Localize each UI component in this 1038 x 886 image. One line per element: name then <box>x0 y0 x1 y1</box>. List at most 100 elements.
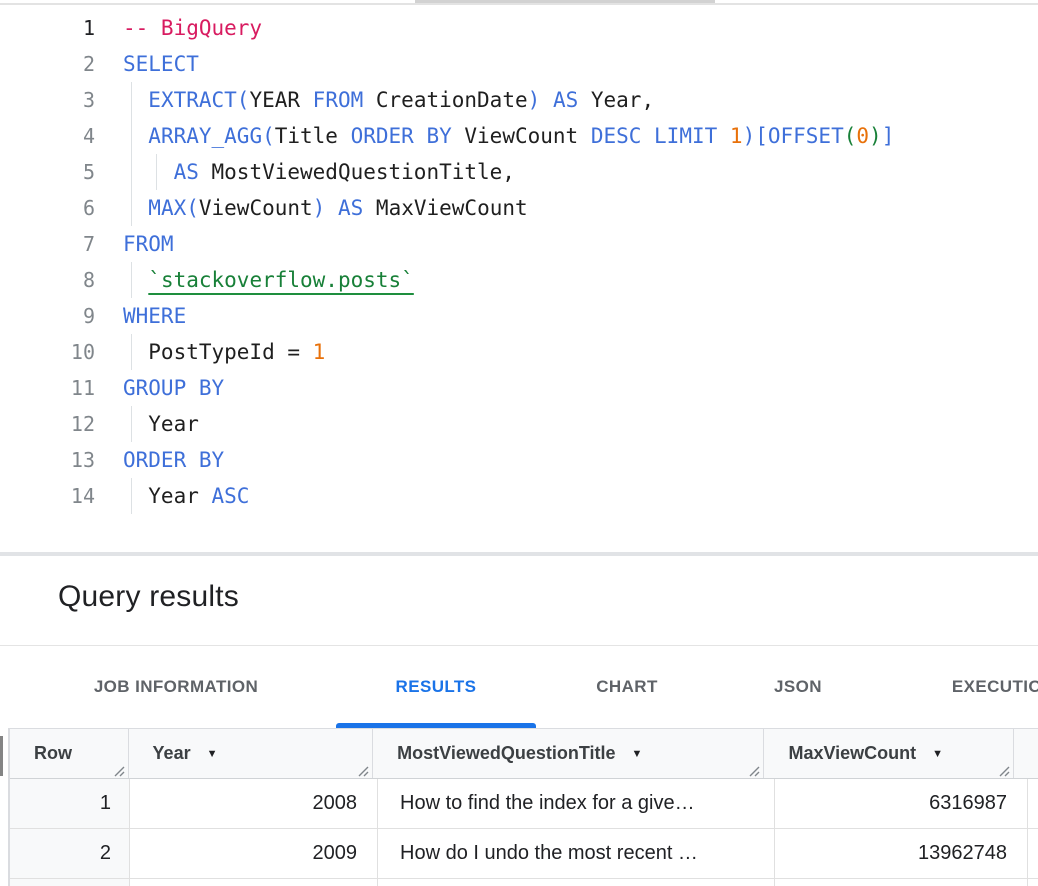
results-table: Row Year ▼ MostViewedQuestionTitle ▼ MaxViewC… <box>10 728 1038 886</box>
code-text: Year ASC <box>95 478 249 514</box>
code-token: ) <box>527 88 541 112</box>
query-results-title: Query results <box>58 580 239 613</box>
indent-guide <box>131 334 132 370</box>
tab-label: JSON <box>774 677 822 696</box>
code-token: PostTypeId = <box>123 340 313 364</box>
code-token: -- BigQuery <box>123 16 263 40</box>
code-line[interactable]: 1 -- BigQuery <box>10 10 1038 46</box>
line-number: 5 <box>82 160 95 184</box>
column-header-year[interactable]: Year ▼ <box>129 729 374 778</box>
code-token <box>325 196 338 220</box>
line-number: 7 <box>82 232 95 256</box>
code-line[interactable]: 8 `stackoverflow.posts` <box>10 262 1038 298</box>
results-table-body: 1 2008 How to find the index for a give… 63… <box>10 779 1038 886</box>
indent-guide <box>156 154 157 190</box>
column-header-row[interactable]: Row <box>10 729 129 778</box>
tab-results[interactable]: RESULTS <box>336 646 536 728</box>
cell-title[interactable]: How to find the index for a give… <box>378 779 775 828</box>
code-text: MAX(ViewCount) AS MaxViewCount <box>95 190 528 226</box>
indent-guide <box>131 118 132 154</box>
code-line[interactable]: 7 FROM <box>10 226 1038 262</box>
code-token: 1 <box>312 340 326 364</box>
results-tab-bar: JOB INFORMATION RESULTS CHART JSON EXECUTION… <box>0 646 1038 728</box>
column-header-maxviewcount[interactable]: MaxViewCount ▼ <box>764 729 1014 778</box>
code-text: Year <box>95 406 199 442</box>
vertical-scrollbar-thumb[interactable] <box>0 736 3 776</box>
code-token: AS <box>173 160 199 184</box>
code-token: MostViewedQuestionTitle, <box>198 160 515 184</box>
code-line[interactable]: 9 WHERE <box>10 298 1038 334</box>
code-line[interactable]: 10 PostTypeId = 1 <box>10 334 1038 370</box>
code-token: MAX( <box>148 196 199 220</box>
code-token: Year <box>123 412 199 436</box>
line-number: 9 <box>82 304 95 328</box>
active-tab-indicator <box>336 723 536 728</box>
code-token: DESC LIMIT <box>590 124 718 148</box>
code-token: ( <box>843 124 857 148</box>
sort-dropdown-arrow-icon[interactable]: ▼ <box>631 747 643 760</box>
code-line[interactable]: 4 ARRAY_AGG(Title ORDER BY ViewCount DES… <box>10 118 1038 154</box>
indent-guide <box>131 190 132 226</box>
line-number: 2 <box>82 52 95 76</box>
code-token: Year, <box>578 88 655 112</box>
code-line[interactable]: 6 MAX(ViewCount) AS MaxViewCount <box>10 190 1038 226</box>
cell-max_view_count[interactable]: 6316987 <box>775 779 1028 828</box>
cell-clipped <box>1028 779 1038 828</box>
top-edge-element-fragment <box>415 0 715 3</box>
query-results-header: Query results <box>0 556 1038 645</box>
code-token: GROUP BY <box>123 376 225 400</box>
line-number: 4 <box>82 124 95 148</box>
table-row-partial <box>10 879 1038 886</box>
column-resize-grip-icon[interactable] <box>996 761 1010 777</box>
column-resize-grip-icon[interactable] <box>746 761 760 777</box>
column-header-mostviewedquestiontitle[interactable]: MostViewedQuestionTitle ▼ <box>373 729 765 778</box>
code-token: WHERE <box>123 304 187 328</box>
code-token <box>123 196 148 220</box>
code-line[interactable]: 12 Year <box>10 406 1038 442</box>
code-token: 0 <box>856 124 870 148</box>
sort-dropdown-arrow-icon[interactable]: ▼ <box>206 747 218 760</box>
indent-guide <box>131 406 132 442</box>
code-line[interactable]: 3 EXTRACT(YEAR FROM CreationDate) AS Yea… <box>10 82 1038 118</box>
cell-title[interactable]: How do I undo the most recent … <box>378 829 775 878</box>
cell-empty <box>775 879 1028 886</box>
tab-execution-details[interactable]: EXECUTION DETAILS <box>878 646 1038 728</box>
code-line[interactable]: 11 GROUP BY <box>10 370 1038 406</box>
code-line[interactable]: 5 AS MostViewedQuestionTitle, <box>10 154 1038 190</box>
cell-max_view_count[interactable]: 13962748 <box>775 829 1028 878</box>
tab-label: RESULTS <box>395 677 477 696</box>
tab-job-information[interactable]: JOB INFORMATION <box>16 646 336 728</box>
sql-code-editor[interactable]: 1 -- BigQuery 2 SELECT 3 EXTRACT(YEAR FROM C… <box>0 5 1038 552</box>
code-token: OFFSET <box>767 124 844 148</box>
code-token: YEAR <box>249 88 313 112</box>
column-resize-grip-icon[interactable] <box>355 761 369 777</box>
indent-guide <box>131 478 132 514</box>
table-row: 1 2008 How to find the index for a give… 63… <box>10 779 1038 829</box>
cell-year[interactable]: 2009 <box>130 829 378 878</box>
code-token: ASC <box>211 484 250 508</box>
cell-year[interactable]: 2008 <box>130 779 378 828</box>
line-number: 1 <box>82 16 95 40</box>
code-token: ] <box>881 124 895 148</box>
cell-row[interactable]: 2 <box>10 829 130 878</box>
code-line[interactable]: 2 SELECT <box>10 46 1038 82</box>
line-number: 10 <box>70 340 95 364</box>
tab-json[interactable]: JSON <box>718 646 878 728</box>
tab-chart[interactable]: CHART <box>536 646 718 728</box>
results-table-header-row: Row Year ▼ MostViewedQuestionTitle ▼ MaxViewC… <box>10 729 1038 779</box>
panel-divider[interactable] <box>0 552 1038 556</box>
code-line[interactable]: 14 Year ASC <box>10 478 1038 514</box>
code-token: ORDER BY <box>350 124 452 148</box>
code-token <box>123 268 148 292</box>
code-token: ARRAY_AGG( <box>148 124 275 148</box>
code-line[interactable]: 13 ORDER BY <box>10 442 1038 478</box>
tab-label: CHART <box>596 677 658 696</box>
tab-label: JOB INFORMATION <box>93 677 259 696</box>
code-token: ViewCount <box>198 196 313 220</box>
sort-dropdown-arrow-icon[interactable]: ▼ <box>932 747 944 760</box>
cell-row[interactable]: 1 <box>10 779 130 828</box>
line-number: 6 <box>82 196 95 220</box>
column-resize-grip-icon[interactable] <box>111 761 125 777</box>
code-text: ARRAY_AGG(Title ORDER BY ViewCount DESC … <box>95 118 894 154</box>
code-token: ViewCount <box>451 124 591 148</box>
